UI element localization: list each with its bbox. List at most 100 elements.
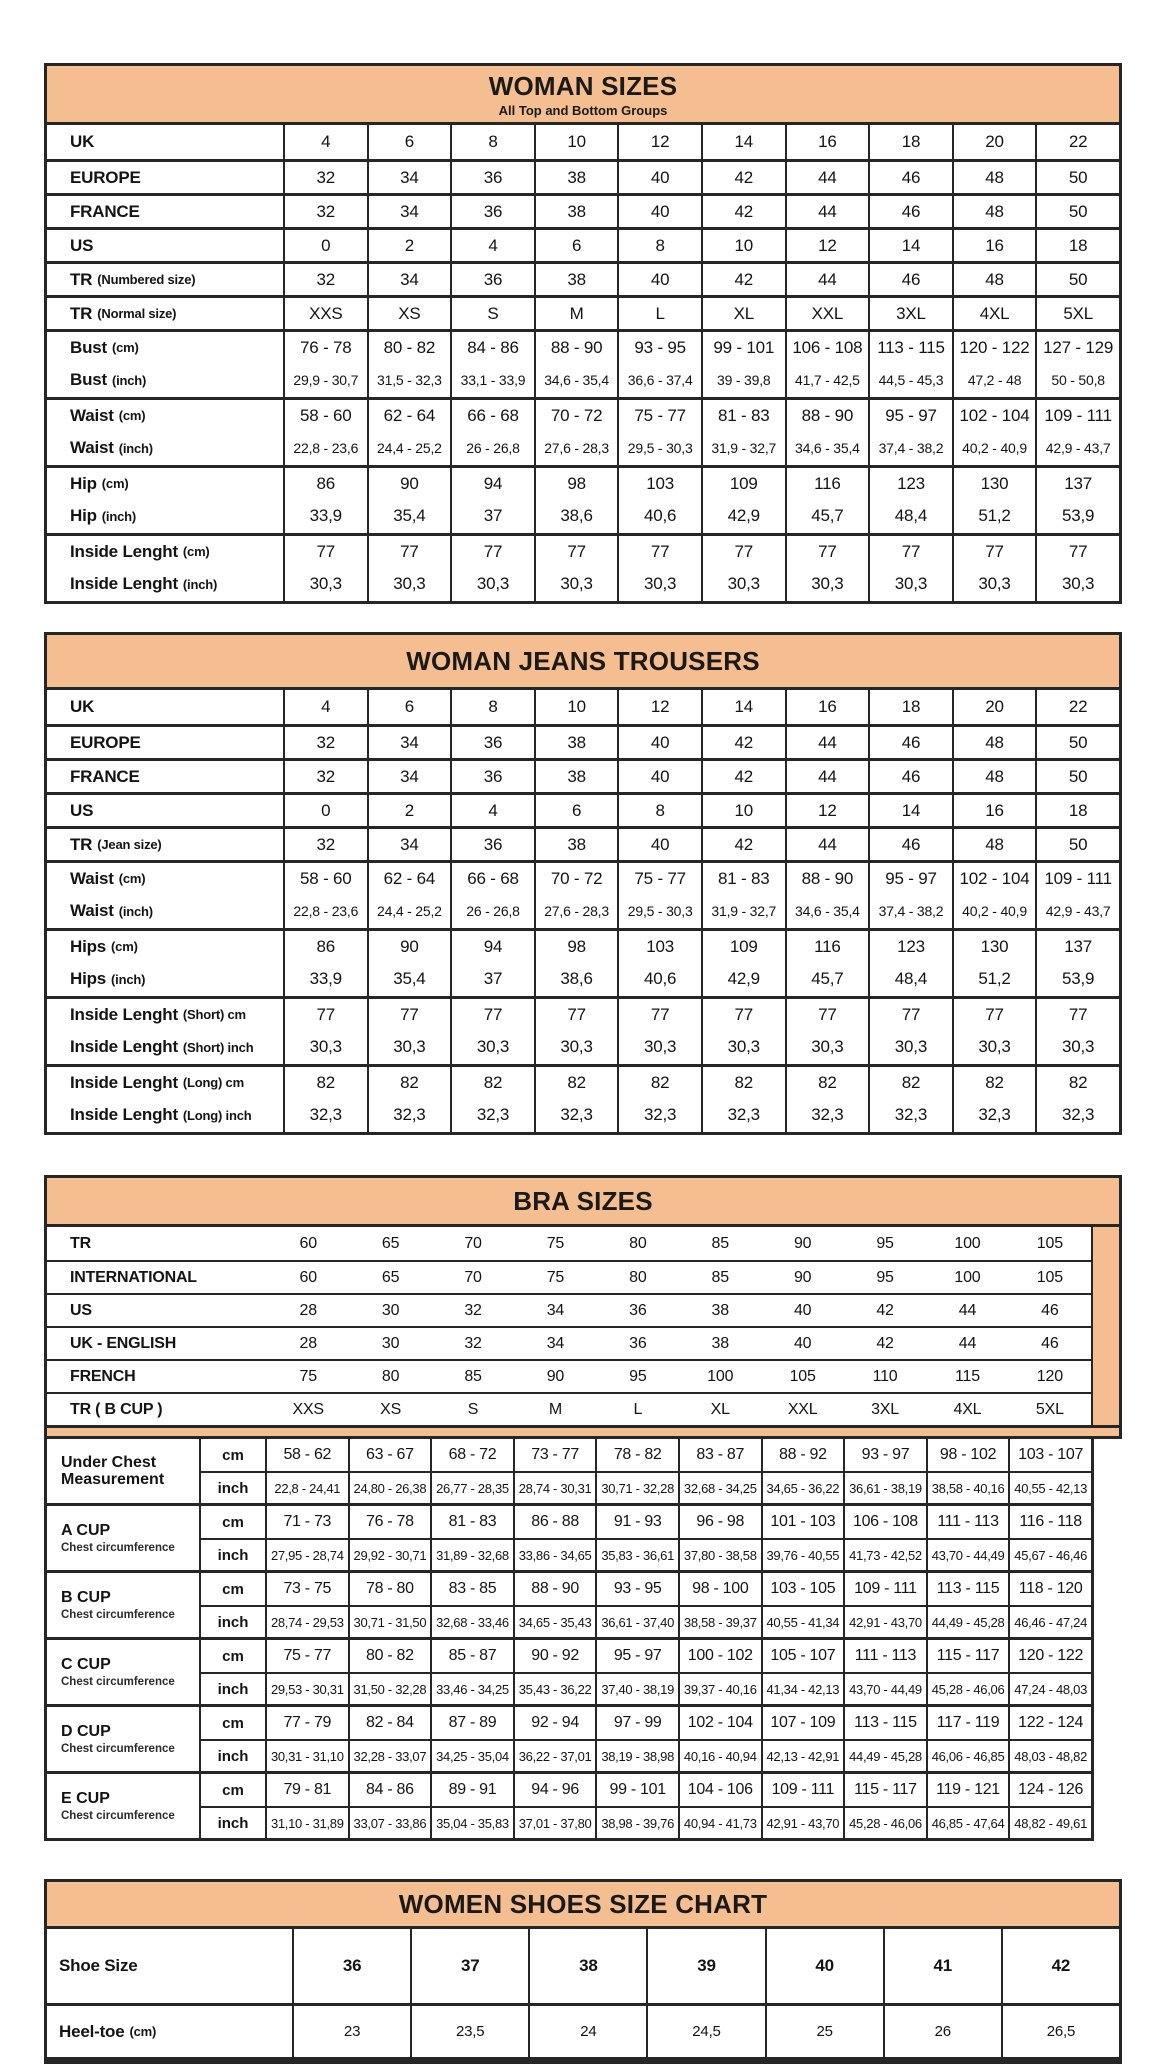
size-value-cell: 116: [784, 931, 869, 962]
row-label-text: Inside Lenght: [70, 1004, 178, 1024]
size-value-cell: 42,91 - 43,70: [843, 1607, 926, 1637]
size-value-cell: 97 - 99: [595, 1707, 678, 1739]
cup-row: cm 58 - 62 63 - 67 68 - 72 73 - 77 78 - 82 83 …: [199, 1439, 1091, 1471]
size-value-cell: 88 - 90: [512, 1573, 596, 1605]
size-value-cell: 84 - 86: [347, 1774, 431, 1806]
size-value-cell: 4: [283, 690, 367, 724]
row-label-text: US: [70, 235, 94, 255]
size-value-cell: 77: [283, 536, 367, 567]
cup-group-label: B CUP Chest circumference: [47, 1573, 199, 1637]
size-value-cell: 38,19 - 38,98: [595, 1741, 678, 1771]
size-value-cell: 29,5 - 30,3: [617, 431, 701, 465]
cup-group-label: C CUP Chest circumference: [47, 1640, 199, 1704]
size-value-cell: 22: [1035, 690, 1119, 724]
size-value-cell: 20: [951, 690, 1036, 724]
size-value-cell: 130: [951, 931, 1036, 962]
table-row: FRANCE 32 34 36 38 40 42 44 46 48 50: [47, 758, 1119, 792]
size-value-cell: 48,82 - 49,61: [1008, 1808, 1091, 1838]
size-value-cell: 66 - 68: [450, 863, 534, 894]
size-value-cell: 100: [707, 1367, 734, 1385]
size-value-cell: 38: [711, 1334, 730, 1352]
size-value-cell: 75: [546, 1234, 565, 1252]
size-value-cell: 34,6 - 35,4: [784, 431, 869, 465]
size-value-cell: 95: [876, 1268, 894, 1286]
size-value-cell: L: [633, 1400, 643, 1418]
size-value-cell: 16: [951, 795, 1036, 826]
size-value-cell: 44: [784, 829, 869, 860]
size-value-cell: 30,3: [617, 1030, 701, 1064]
row-label: UK: [47, 690, 283, 724]
size-value-cell: 88 - 90: [784, 863, 869, 894]
size-value-cell: 37,80 - 38,58: [677, 1540, 761, 1570]
size-value-cell: 50: [1035, 727, 1119, 758]
size-value-cell: 44,49 - 45,28: [925, 1607, 1009, 1637]
row-label-text: Hips: [70, 969, 107, 988]
size-value-cell: 93 - 97: [843, 1439, 926, 1471]
row-label-note: (cm): [118, 871, 146, 886]
size-value-cell: 81 - 83: [700, 400, 785, 431]
size-value-cell: 85: [711, 1268, 730, 1286]
size-value-cell: 6: [533, 230, 618, 261]
size-value-cell: 30,3: [784, 1030, 869, 1064]
size-value-cell: 14: [700, 690, 785, 724]
row-label: Hips (cm): [47, 931, 283, 962]
size-value-cell: 75 - 77: [265, 1640, 348, 1672]
size-value-cell: 29,9 - 30,7: [283, 363, 367, 397]
row-label-text: Waist: [70, 405, 114, 425]
size-value-cell: 8: [617, 795, 701, 826]
size-value-cell: 31,9 - 32,7: [700, 894, 785, 928]
size-value-cell: 6: [366, 690, 451, 724]
woman-jeans-body: UK 4 6 8 10 12 14 16 18 20 22 EUROPE 32 34 36 38 40 42 44 4…: [44, 690, 1122, 1135]
table-row: Hip (cm) 86 90 94 98 103 109 116 123 130 137: [47, 465, 1119, 499]
bra-divider-band: [44, 1425, 1122, 1439]
size-value-cell: 62 - 64: [366, 863, 451, 894]
size-value-cell: 34,25 - 35,04: [430, 1741, 513, 1771]
size-value-cell: 103: [617, 931, 701, 962]
size-value-cell: 40,55 - 41,34: [760, 1607, 844, 1637]
size-value-cell: 32,68 - 34,25: [677, 1473, 761, 1503]
size-value-cell: 77 - 79: [265, 1707, 348, 1739]
row-label-note: (cm): [129, 2024, 157, 2039]
size-value-cell: 20: [951, 125, 1036, 159]
size-value-cell: 77: [951, 536, 1036, 567]
size-value-cell: 73 - 75: [265, 1573, 348, 1605]
size-value-cell: 40,16 - 40,94: [677, 1741, 761, 1771]
size-value-cell: 80: [629, 1234, 647, 1252]
size-value-cell: 38: [528, 1929, 646, 2003]
size-value-cell: 44: [784, 727, 869, 758]
size-value-cell: 32,3: [1035, 1098, 1119, 1132]
size-value-cell: 16: [784, 690, 869, 724]
row-label: TR: [47, 1227, 267, 1260]
size-value-cell: 34: [366, 264, 451, 295]
size-value-cell: 110: [872, 1367, 898, 1385]
table-row: EUROPE 32 34 36 38 40 42 44 46 48 50: [47, 724, 1119, 758]
size-value-cell: 32,3: [450, 1098, 534, 1132]
size-value-cell: 34: [366, 829, 451, 860]
size-value-cell: 105: [789, 1367, 816, 1385]
row-label: Inside Lenght (cm): [47, 536, 283, 567]
size-value-cell: 43,70 - 44,49: [843, 1674, 926, 1704]
size-value-cell: 16: [784, 125, 869, 159]
women-shoes-table: WOMEN SHOES SIZE CHART Shoe Size 36 37 38 39…: [44, 1879, 1122, 2064]
size-value-cell: 118 - 120: [1008, 1573, 1091, 1605]
size-value-cell: 22,8 - 23,6: [283, 431, 367, 465]
size-value-cell: 27,6 - 28,3: [533, 894, 618, 928]
size-value-cell: 32: [283, 727, 367, 758]
size-value-cell: 77: [366, 536, 451, 567]
size-value-cell: 4: [450, 230, 534, 261]
size-value-cell: 119 - 121: [925, 1774, 1009, 1806]
size-value-cell: 100 - 102: [677, 1640, 761, 1672]
size-value-cell: 77: [1035, 999, 1119, 1030]
size-value-cell: 42: [1000, 1929, 1119, 2003]
size-value-cell: 4XL: [951, 298, 1036, 329]
size-value-cell: 116: [784, 468, 869, 499]
size-value-cell: 98 - 102: [925, 1439, 1009, 1471]
size-value-cell: 95: [876, 1234, 894, 1252]
size-value-cell: 77: [450, 999, 534, 1030]
size-value-cell: 14: [700, 125, 785, 159]
size-value-cell: 137: [1035, 468, 1119, 499]
size-value-cell: 77: [868, 536, 952, 567]
row-label-note: (cm): [118, 408, 146, 423]
size-value-cell: 109 - 111: [843, 1573, 926, 1605]
size-value-cell: 38: [533, 264, 618, 295]
